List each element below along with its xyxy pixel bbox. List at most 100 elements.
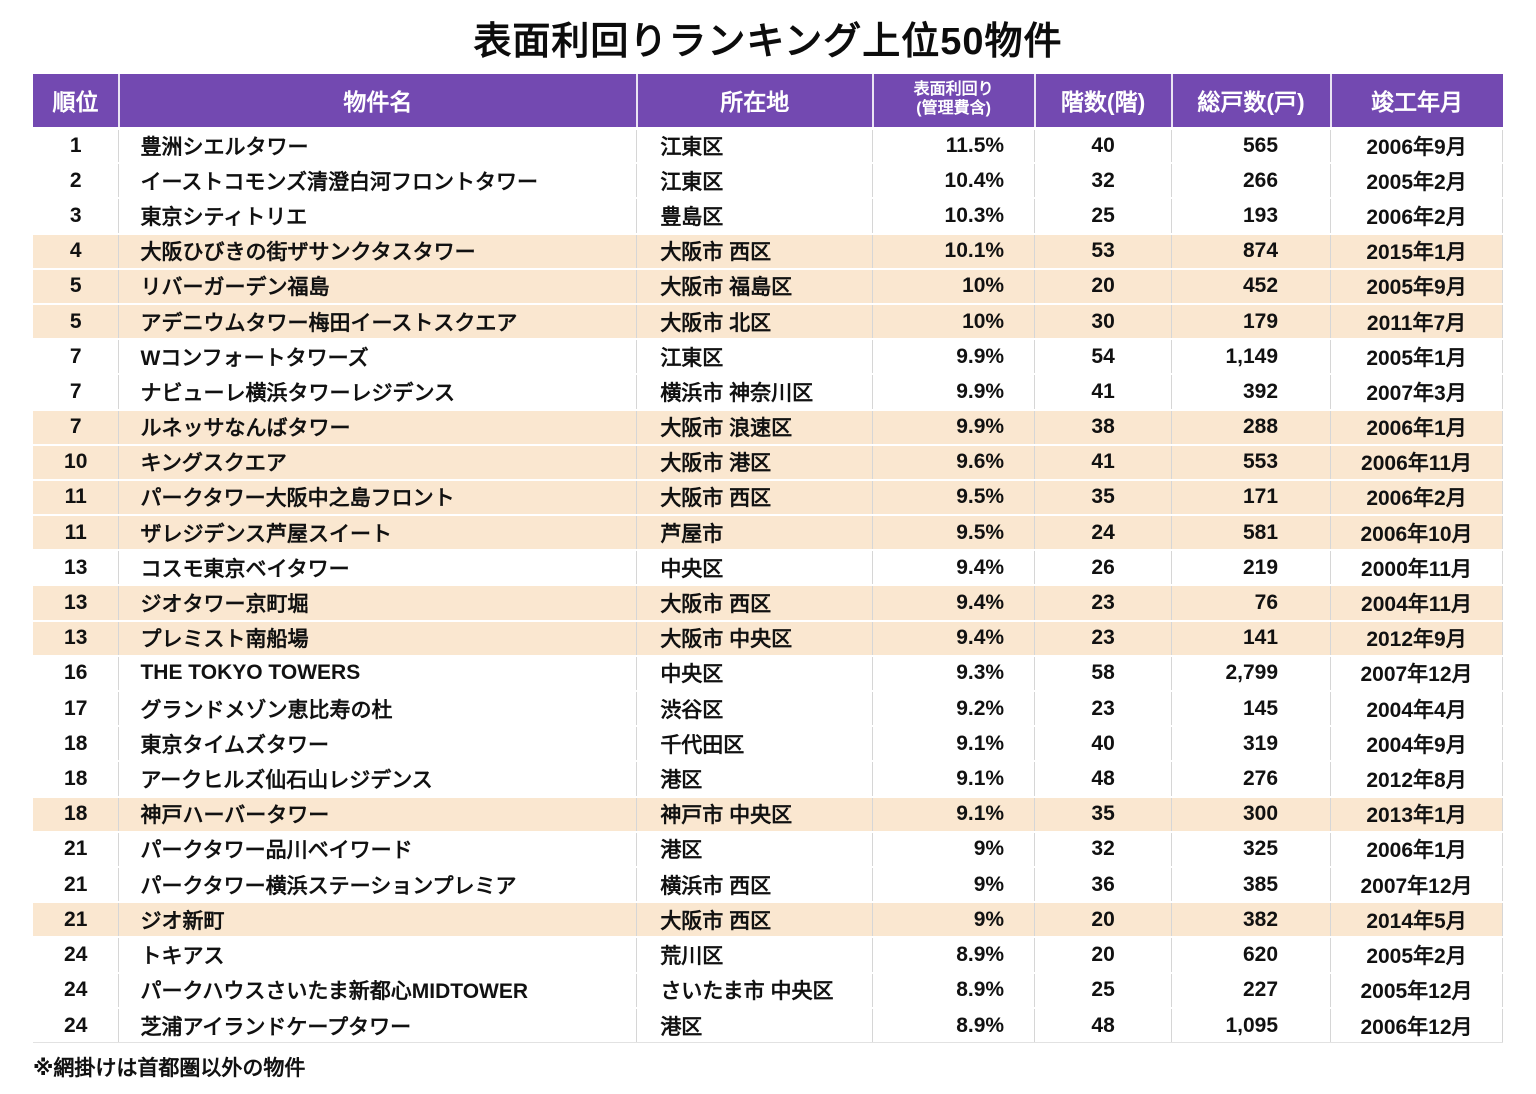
cell-units: 288: [1171, 409, 1332, 446]
cell-yield: 9.5%: [872, 479, 1036, 517]
page-title: 表面利回りランキング上位50物件: [473, 21, 1063, 63]
table-row: 5 アデニウムタワー梅田イーストスクエア 大阪市 北区 10% 30 179 2011年7月: [33, 303, 1503, 341]
header-location: 所在地: [636, 74, 874, 130]
cell-completed: 2006年11月: [1330, 444, 1503, 481]
cell-rank: 13: [33, 550, 120, 587]
cell-floors: 35: [1034, 796, 1173, 833]
cell-completed: 2006年1月: [1330, 831, 1503, 868]
cell-location: 横浜市 西区: [636, 866, 874, 904]
cell-rank: 13: [33, 585, 120, 622]
cell-yield: 9.9%: [872, 409, 1036, 446]
cell-units: 874: [1171, 233, 1332, 270]
cell-yield: 9.1%: [872, 761, 1036, 798]
cell-name: THE TOKYO TOWERS: [118, 655, 638, 693]
table-row: 1 豊洲シエルタワー 江東区 11.5% 40 565 2006年9月: [33, 128, 1503, 165]
cell-completed: 2006年2月: [1330, 479, 1503, 517]
cell-name: アークヒルズ仙石山レジデンス: [118, 761, 638, 798]
header-units: 総戸数(戸): [1171, 74, 1332, 130]
cell-units: 193: [1171, 198, 1332, 235]
cell-name: コスモ東京ベイタワー: [118, 550, 638, 587]
cell-name: アデニウムタワー梅田イーストスクエア: [118, 303, 638, 341]
cell-completed: 2004年9月: [1330, 726, 1503, 763]
cell-floors: 53: [1034, 233, 1173, 270]
cell-rank: 4: [33, 233, 120, 270]
table-row: 11 パークタワー大阪中之島フロント 大阪市 西区 9.5% 35 171 2006年2月: [33, 479, 1503, 517]
cell-floors: 23: [1034, 691, 1173, 728]
cell-location: 港区: [636, 1007, 874, 1044]
cell-rank: 24: [33, 972, 120, 1009]
cell-completed: 2005年2月: [1330, 937, 1503, 974]
cell-units: 1,149: [1171, 339, 1332, 376]
cell-rank: 24: [33, 937, 120, 974]
cell-yield: 10.1%: [872, 233, 1036, 270]
table-row: 3 東京シティトリエ 豊島区 10.3% 25 193 2006年2月: [33, 198, 1503, 235]
footnote: ※網掛けは首都圏以外の物件: [33, 1057, 306, 1080]
cell-floors: 41: [1034, 444, 1173, 481]
cell-completed: 2013年1月: [1330, 796, 1503, 833]
cell-rank: 5: [33, 268, 120, 305]
table-row: 18 東京タイムズタワー 千代田区 9.1% 40 319 2004年9月: [33, 726, 1503, 763]
cell-location: 神戸市 中央区: [636, 796, 874, 833]
table-row: 7 Wコンフォートタワーズ 江東区 9.9% 54 1,149 2005年1月: [33, 339, 1503, 376]
cell-completed: 2006年9月: [1330, 128, 1503, 165]
cell-yield: 8.9%: [872, 972, 1036, 1009]
cell-units: 227: [1171, 972, 1332, 1009]
cell-rank: 11: [33, 479, 120, 517]
cell-units: 382: [1171, 902, 1332, 939]
cell-completed: 2005年2月: [1330, 163, 1503, 200]
cell-floors: 48: [1034, 761, 1173, 798]
cell-yield: 8.9%: [872, 937, 1036, 974]
cell-units: 385: [1171, 866, 1332, 904]
cell-units: 565: [1171, 128, 1332, 165]
table-row: 11 ザレジデンス芦屋スイート 芦屋市 9.5% 24 581 2006年10月: [33, 515, 1503, 552]
table-row: 2 イーストコモンズ清澄白河フロントタワー 江東区 10.4% 32 266 2005年2月: [33, 163, 1503, 200]
cell-completed: 2012年9月: [1330, 620, 1503, 657]
table-row: 7 ナビューレ横浜タワーレジデンス 横浜市 神奈川区 9.9% 41 392 2007年3月: [33, 374, 1503, 411]
cell-completed: 2012年8月: [1330, 761, 1503, 798]
cell-name: グランドメゾン恵比寿の杜: [118, 691, 638, 728]
table-row: 13 ジオタワー京町堀 大阪市 西区 9.4% 23 76 2004年11月: [33, 585, 1503, 622]
cell-units: 179: [1171, 303, 1332, 341]
cell-units: 452: [1171, 268, 1332, 305]
table-row: 21 パークタワー横浜ステーションプレミア 横浜市 西区 9% 36 385 2007年12…: [33, 866, 1503, 904]
header-row: 順位 物件名 所在地 表面利回り (管理費含) 階数(階) 総戸数(戸) 竣工年…: [33, 74, 1503, 130]
header-name: 物件名: [118, 74, 638, 130]
cell-units: 76: [1171, 585, 1332, 622]
cell-yield: 9.2%: [872, 691, 1036, 728]
cell-completed: 2011年7月: [1330, 303, 1503, 341]
table-row: 21 ジオ新町 大阪市 西区 9% 20 382 2014年5月: [33, 902, 1503, 939]
cell-location: 大阪市 浪速区: [636, 409, 874, 446]
cell-location: 大阪市 西区: [636, 479, 874, 517]
cell-units: 141: [1171, 620, 1332, 657]
cell-location: 大阪市 西区: [636, 585, 874, 622]
cell-yield: 9.4%: [872, 585, 1036, 622]
cell-units: 266: [1171, 163, 1332, 200]
table-row: 24 芝浦アイランドケープタワー 港区 8.9% 48 1,095 2006年12月: [33, 1007, 1503, 1044]
cell-completed: 2005年12月: [1330, 972, 1503, 1009]
cell-name: リバーガーデン福島: [118, 268, 638, 305]
cell-floors: 24: [1034, 515, 1173, 552]
header-yield: 表面利回り (管理費含): [872, 74, 1036, 130]
cell-name: パークハウスさいたま新都心MIDTOWER: [118, 972, 638, 1009]
cell-rank: 7: [33, 339, 120, 376]
cell-yield: 9%: [872, 902, 1036, 939]
cell-rank: 2: [33, 163, 120, 200]
cell-yield: 9.6%: [872, 444, 1036, 481]
ranking-table: 順位 物件名 所在地 表面利回り (管理費含) 階数(階) 総戸数(戸) 竣工年…: [33, 74, 1503, 1044]
cell-floors: 30: [1034, 303, 1173, 341]
cell-completed: 2015年1月: [1330, 233, 1503, 270]
cell-floors: 35: [1034, 479, 1173, 517]
table-row: 24 パークハウスさいたま新都心MIDTOWER さいたま市 中央区 8.9% 25 22…: [33, 972, 1503, 1009]
cell-location: 大阪市 北区: [636, 303, 874, 341]
cell-name: 芝浦アイランドケープタワー: [118, 1007, 638, 1044]
table-row: 24 トキアス 荒川区 8.9% 20 620 2005年2月: [33, 937, 1503, 974]
cell-rank: 24: [33, 1007, 120, 1044]
cell-name: ジオタワー京町堀: [118, 585, 638, 622]
cell-rank: 21: [33, 866, 120, 904]
cell-floors: 20: [1034, 902, 1173, 939]
cell-rank: 5: [33, 303, 120, 341]
cell-location: 豊島区: [636, 198, 874, 235]
cell-rank: 18: [33, 726, 120, 763]
cell-yield: 9.1%: [872, 726, 1036, 763]
cell-yield: 10%: [872, 303, 1036, 341]
